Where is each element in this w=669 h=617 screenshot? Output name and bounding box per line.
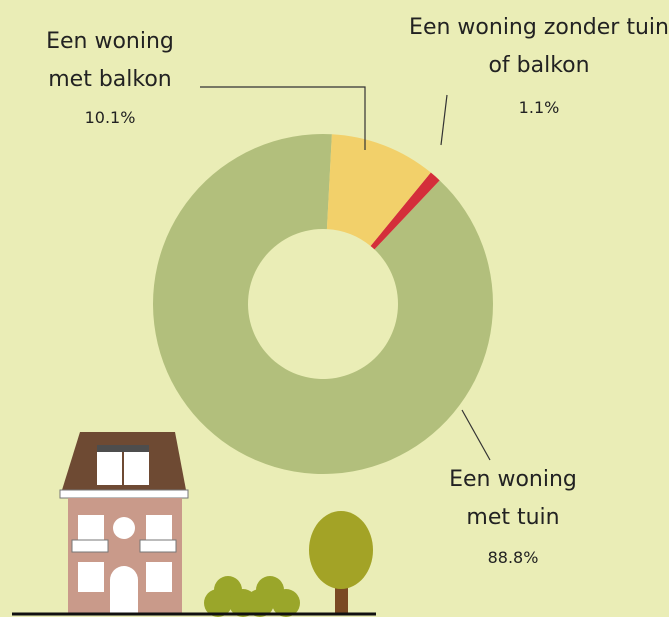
value-label: 10.1% <box>84 108 136 127</box>
house-illustration <box>12 432 376 617</box>
donut-segment <box>326 134 431 247</box>
value-label: 88.8% <box>487 548 539 567</box>
donut-segment <box>153 134 493 474</box>
donut-segment <box>370 172 440 250</box>
leader-lines <box>200 86 491 461</box>
slice-label: Een woning zonder tuin of balkon <box>409 15 669 78</box>
value-label: 1.1% <box>518 98 560 117</box>
slice-label: Een woning met tuin <box>449 467 577 530</box>
slice-label: Een woning met balkon <box>46 29 174 92</box>
